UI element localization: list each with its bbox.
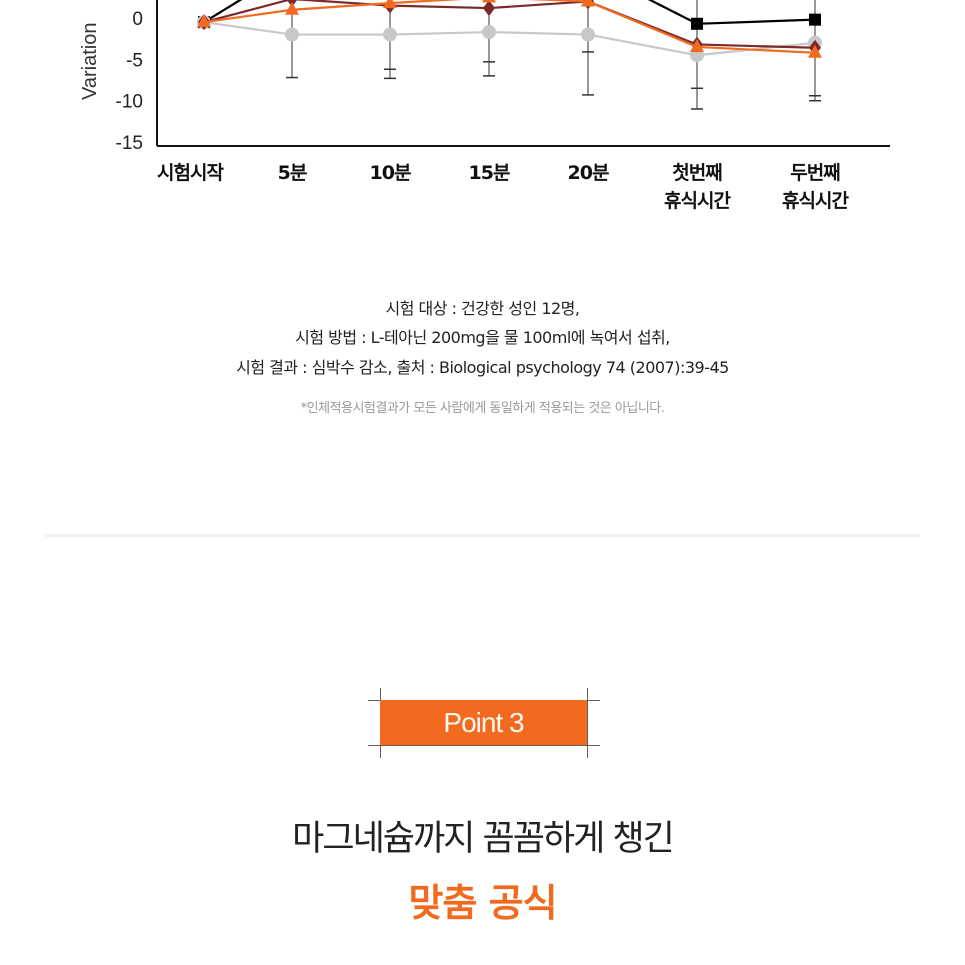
x-tick-label: 5분 bbox=[278, 162, 307, 184]
data-point-circle bbox=[581, 27, 595, 42]
x-tick-label: 15분 bbox=[469, 162, 510, 184]
point-label: Point 3 bbox=[380, 700, 587, 745]
data-point-triangle bbox=[482, 0, 496, 3]
data-point-triangle bbox=[581, 0, 595, 7]
data-point-triangle bbox=[808, 44, 822, 58]
data-point-square bbox=[809, 13, 821, 26]
x-tick-label: 휴식시간 bbox=[782, 190, 849, 212]
badge-guide-line bbox=[368, 745, 600, 746]
section-heading-highlight: 맞춤 공식 bbox=[408, 881, 557, 925]
x-tick-label: 두번째 bbox=[790, 162, 840, 184]
y-tick-label: -15 bbox=[116, 133, 143, 154]
badge-guide-line bbox=[587, 688, 588, 758]
caption-result: 시험 결과 : 심박수 감소, 출처 : Biological psycholo… bbox=[236, 358, 729, 377]
x-tick-label: 휴식시간 bbox=[664, 190, 731, 212]
data-point-diamond bbox=[483, 0, 495, 17]
x-tick-label: 첫번째 bbox=[672, 162, 722, 184]
data-point-circle bbox=[482, 25, 496, 40]
data-point-triangle bbox=[383, 0, 397, 9]
heart-rate-chart: Variation 0 -5 -10 -15 시험시작 5분 10분 15분 20분 첫번째휴식시… bbox=[79, 0, 890, 212]
y-axis-label: Variation bbox=[79, 23, 101, 100]
y-tick-label: 0 bbox=[132, 9, 143, 30]
data-point-circle bbox=[383, 27, 397, 42]
x-tick-label: 시험시작 bbox=[157, 162, 224, 184]
caption-subjects: 시험 대상 : 건강한 성인 12명, bbox=[385, 299, 580, 318]
data-point-triangle bbox=[285, 1, 299, 15]
y-tick-label: -10 bbox=[116, 92, 143, 113]
x-tick-label: 20분 bbox=[568, 162, 609, 184]
data-point-square bbox=[691, 17, 703, 30]
point-badge: Point 3 bbox=[368, 688, 600, 758]
x-tick-label: 10분 bbox=[370, 162, 411, 184]
y-tick-label: -5 bbox=[126, 50, 143, 71]
data-point-triangle bbox=[690, 38, 704, 52]
data-point-circle bbox=[285, 27, 299, 42]
disclaimer-note: *인체적용시험결과가 모든 사람에게 동일하게 적용되는 것은 아닙니다. bbox=[300, 401, 665, 416]
data-point-triangle bbox=[197, 14, 211, 28]
section-divider bbox=[45, 534, 920, 537]
caption-method: 시험 방법 : L-테아닌 200mg을 물 100ml에 녹여서 섭취, bbox=[295, 328, 670, 347]
section-heading: 마그네슘까지 꼼꼼하게 챙긴 bbox=[292, 819, 675, 859]
